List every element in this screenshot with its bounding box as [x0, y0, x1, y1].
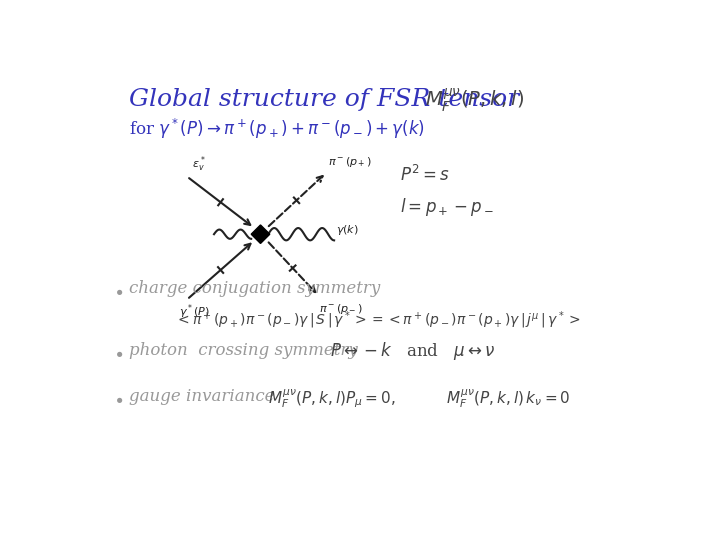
Text: $\pi^-(p_+)$: $\pi^-(p_+)$: [328, 155, 372, 168]
Text: $M_F^{\mu\nu}(P,k,l)$: $M_F^{\mu\nu}(P,k,l)$: [425, 86, 524, 114]
Text: $\gamma^*(P)$: $\gamma^*(P)$: [179, 302, 210, 321]
Text: $<\pi^+(p_+)\pi^-(p_-)\gamma\,|\,S\,|\,\gamma^*>=<\pi^+(p_-)\pi^-(p_+)\gamma\,|\: $<\pi^+(p_+)\pi^-(p_-)\gamma\,|\,S\,|\,\…: [175, 309, 580, 331]
Text: $\gamma(k)$: $\gamma(k)$: [336, 224, 359, 238]
Text: $\pi^-(p_-)$: $\pi^-(p_-)$: [319, 302, 362, 316]
Text: $l = p_+ - p_-$: $l = p_+ - p_-$: [400, 195, 494, 218]
Text: $\bullet$: $\bullet$: [113, 282, 124, 300]
Text: photon  crossing symmetry: photon crossing symmetry: [129, 342, 358, 359]
Text: $P^2 = s$: $P^2 = s$: [400, 165, 450, 185]
Text: $M_F^{\mu\nu}(P,k,l)P_\mu = 0,$: $M_F^{\mu\nu}(P,k,l)P_\mu = 0,$: [269, 387, 396, 410]
Text: $\bullet$: $\bullet$: [113, 343, 124, 362]
Polygon shape: [251, 225, 270, 244]
Text: Global structure of FSR tensor: Global structure of FSR tensor: [129, 88, 519, 111]
Text: gauge invariance: gauge invariance: [129, 388, 274, 405]
Text: $\varepsilon_v^*$: $\varepsilon_v^*$: [192, 154, 206, 174]
Text: $\bullet$: $\bullet$: [113, 390, 124, 408]
Text: $M_F^{\mu\nu}(P,k,l)\,k_\nu =0$: $M_F^{\mu\nu}(P,k,l)\,k_\nu =0$: [446, 387, 571, 410]
Text: for $\gamma^*(P)\rightarrow\pi^+(p_+)+\pi^-(p_-)+\gamma(k)$: for $\gamma^*(P)\rightarrow\pi^+(p_+)+\p…: [129, 117, 425, 141]
Text: $P\leftrightarrow -k$   and   $\mu\leftrightarrow\nu$: $P\leftrightarrow -k$ and $\mu\leftright…: [330, 340, 495, 362]
Text: charge conjugation symmetry: charge conjugation symmetry: [129, 280, 380, 298]
